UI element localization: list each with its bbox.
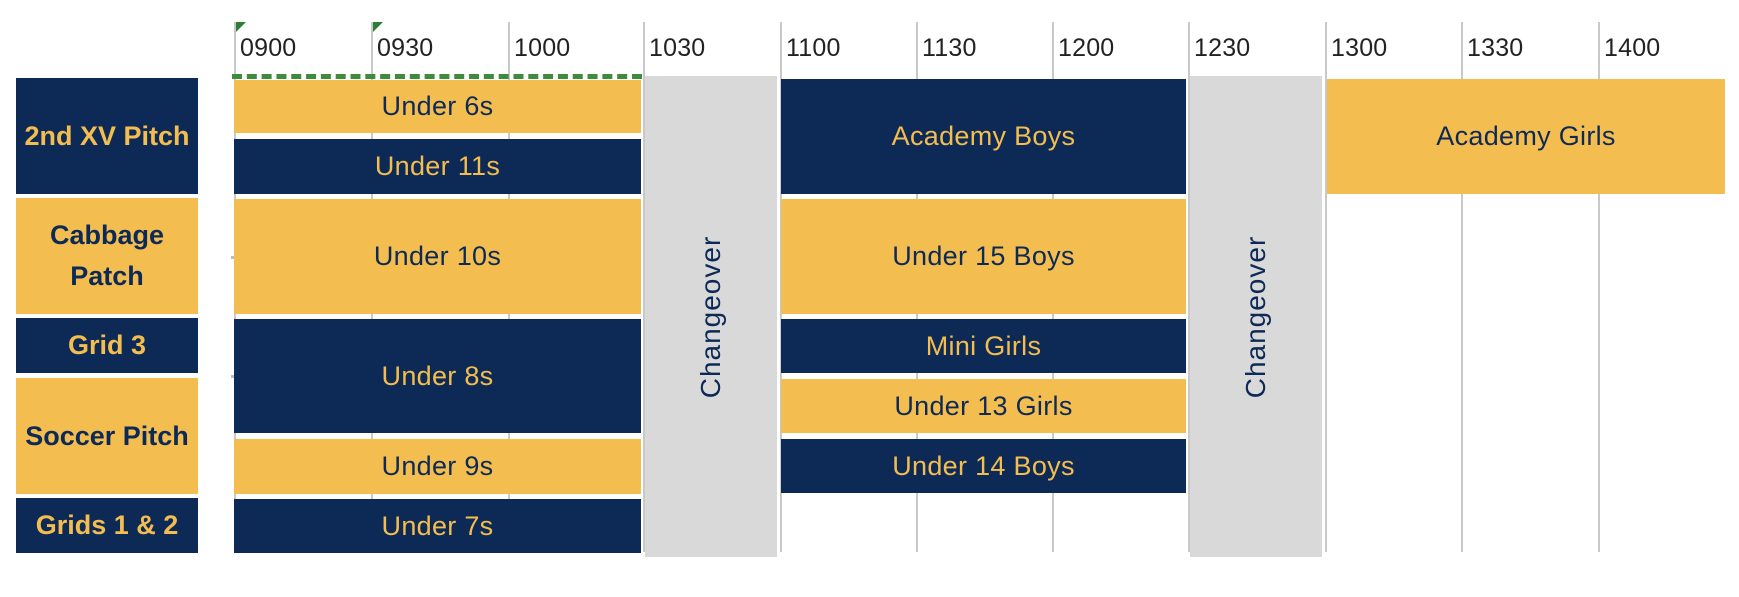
row-label-soccer-pitch: Soccer Pitch xyxy=(16,378,198,494)
time-1130: 1130 xyxy=(922,34,977,62)
gridline-1030 xyxy=(643,22,645,552)
gridline-1230 xyxy=(1188,22,1190,552)
session-under-10s[interactable]: Under 10s xyxy=(234,199,641,314)
session-academy-girls[interactable]: Academy Girls xyxy=(1327,79,1725,194)
changeover-second[interactable]: Changeover xyxy=(1190,76,1322,557)
gridline-1300 xyxy=(1325,22,1327,552)
time-1000: 1000 xyxy=(514,34,571,62)
session-under-8s[interactable]: Under 8s xyxy=(234,319,641,433)
session-under-6s[interactable]: Under 6s xyxy=(234,80,641,133)
changeover-first-label: Changeover xyxy=(695,235,726,398)
gridline-1330 xyxy=(1461,22,1463,552)
cell-marker-0930 xyxy=(373,22,383,32)
row-label-cabbage-patch: Cabbage Patch xyxy=(16,198,198,314)
row-label-grids-1-2: Grids 1 & 2 xyxy=(16,498,198,553)
changeover-first[interactable]: Changeover xyxy=(645,76,777,557)
changeover-second-label: Changeover xyxy=(1240,235,1271,398)
time-1100: 1100 xyxy=(786,34,841,62)
time-1400: 1400 xyxy=(1604,34,1661,62)
session-mini-girls[interactable]: Mini Girls xyxy=(781,319,1186,373)
session-under-14-boys[interactable]: Under 14 Boys xyxy=(781,439,1186,493)
time-1330: 1330 xyxy=(1467,34,1524,62)
selection-dashed-border xyxy=(232,74,642,79)
row-label-grid-3: Grid 3 xyxy=(16,318,198,373)
session-under-15-boys[interactable]: Under 15 Boys xyxy=(781,199,1186,314)
gridline-1400 xyxy=(1598,22,1600,552)
time-1030: 1030 xyxy=(649,34,706,62)
edge-tick xyxy=(231,256,235,259)
time-1300: 1300 xyxy=(1331,34,1388,62)
time-0900: 0900 xyxy=(240,34,297,62)
session-under-9s[interactable]: Under 9s xyxy=(234,439,641,494)
session-under-13-girls[interactable]: Under 13 Girls xyxy=(781,379,1186,433)
session-academy-boys[interactable]: Academy Boys xyxy=(781,79,1186,194)
time-1200: 1200 xyxy=(1058,34,1115,62)
session-under-11s[interactable]: Under 11s xyxy=(234,139,641,194)
session-under-7s[interactable]: Under 7s xyxy=(234,499,641,553)
cell-marker-0900 xyxy=(236,22,246,32)
edge-tick xyxy=(231,375,235,378)
row-label-2nd-xv-pitch: 2nd XV Pitch xyxy=(16,78,198,194)
time-0930: 0930 xyxy=(377,34,434,62)
time-1230: 1230 xyxy=(1194,34,1251,62)
